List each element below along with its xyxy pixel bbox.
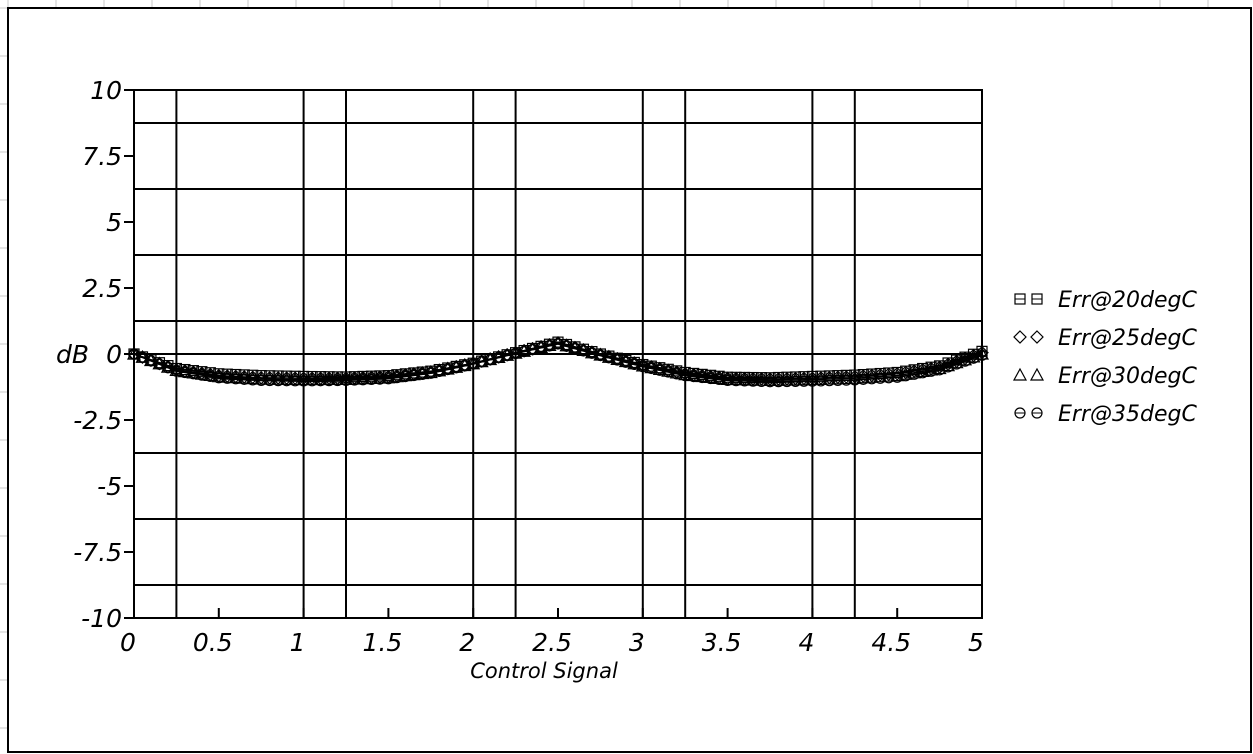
legend-item-err-30degc: Err@30degC	[1012, 364, 1197, 389]
series-err-30degc-marker	[847, 371, 862, 384]
series-err-30degc-marker	[754, 372, 769, 386]
x-tick-label: 4.5	[871, 628, 911, 657]
series-err-30degc-marker	[881, 368, 896, 382]
series-err-30degc-marker	[347, 371, 362, 385]
y-tick-label: 2.5	[82, 274, 122, 303]
series-layer	[126, 336, 990, 388]
series-err-30degc-marker	[330, 372, 345, 385]
series-err-30degc-marker	[974, 346, 990, 360]
outer-ruler-grid	[0, 0, 1209, 729]
series-err-30degc-marker	[822, 371, 837, 385]
legend-item-err-25degc-marker	[1013, 330, 1027, 344]
series-err-30degc-marker	[288, 372, 303, 386]
plot-grid	[134, 90, 982, 618]
series-err-30degc-marker	[864, 369, 879, 383]
legend-item-err-30degc-marker	[1012, 367, 1028, 381]
series-err-30degc-marker	[355, 371, 370, 385]
series-err-30degc-marker	[737, 372, 752, 386]
series-err-30degc-marker	[262, 371, 277, 385]
legend-item-err-35degc: Err@35degC	[1014, 402, 1197, 427]
series-err-30degc-marker	[313, 372, 328, 386]
series-err-30degc-marker	[762, 373, 778, 386]
series-err-30degc-marker	[245, 371, 260, 385]
y-tick-label: -2.5	[73, 406, 122, 435]
series-err-30degc-marker	[796, 372, 811, 386]
legend-item-err-30degc-marker	[1029, 367, 1045, 381]
legend-item-err-30degc-label: Err@30degC	[1058, 364, 1197, 389]
series-err-30degc-marker	[771, 372, 786, 386]
series-err-30degc-marker	[788, 372, 803, 386]
x-tick-label: 4	[798, 628, 814, 657]
x-tick-label: 3	[629, 628, 645, 657]
figure-frame	[7, 7, 1252, 753]
legend-item-err-35degc-label: Err@35degC	[1058, 402, 1197, 427]
y-tick-label: -7.5	[73, 538, 122, 567]
legend: Err@20degC Err@25degC Err@30degC Err@35degC	[1012, 288, 1197, 427]
legend-item-err-25degc: Err@25degC	[1013, 326, 1197, 351]
series-err-30degc-marker	[237, 370, 252, 384]
series-err-30degc-marker	[271, 372, 286, 385]
legend-item-err-25degc-label: Err@25degC	[1058, 326, 1197, 351]
y-tick-label: 0	[106, 340, 122, 369]
series-err-30degc-marker	[305, 372, 320, 386]
series-err-30degc-marker	[839, 371, 854, 385]
series-err-30degc-marker	[830, 371, 845, 385]
y-tick-label: -5	[97, 472, 122, 501]
series-err-30degc-marker	[364, 371, 379, 384]
x-tick-label: 1.5	[363, 628, 403, 657]
x-tick-label: 0.5	[193, 628, 233, 657]
plot-axes: 10 7.5 5 2.5 0 -2.5 -5 -7.5 -10 dB 0 0.5 1 1.5 2 2.5 3 3.…	[56, 76, 984, 683]
x-tick-label: 2	[459, 628, 475, 657]
series-err-30degc-marker	[873, 369, 888, 383]
series-err-30degc-marker	[322, 372, 337, 386]
series-err-30degc-marker	[813, 372, 828, 385]
series-err-30degc-marker	[296, 372, 311, 386]
y-tick-label: 5	[106, 208, 122, 237]
x-tick-label: 2.5	[532, 628, 572, 657]
series-err-35degc	[128, 338, 988, 388]
series-err-30degc-marker	[338, 372, 354, 385]
series-err-30degc-marker	[746, 372, 761, 386]
y-axis-label: dB	[56, 340, 89, 369]
y-tick-label: 10	[90, 76, 122, 105]
series-err-30degc-marker	[372, 370, 387, 384]
x-tick-label: 3.5	[702, 628, 742, 657]
series-err-30degc-marker	[779, 372, 794, 386]
series-err-30degc-marker	[279, 372, 294, 385]
series-err-30degc-marker	[254, 371, 269, 385]
legend-item-err-20degc-label: Err@20degC	[1058, 288, 1197, 313]
x-tick-label: 5	[968, 628, 984, 657]
series-err-30degc-marker	[729, 372, 744, 386]
x-axis-title: Control Signal	[470, 659, 618, 683]
x-tick-label: 0	[120, 628, 136, 657]
legend-item-err-25degc-marker	[1030, 330, 1044, 344]
legend-item-err-20degc: Err@20degC	[1014, 288, 1197, 313]
x-tick-label: 1	[290, 628, 306, 657]
series-err-30degc-marker	[856, 370, 871, 384]
y-tick-label: 7.5	[82, 142, 122, 171]
series-err-30degc-marker	[805, 372, 820, 386]
y-tick-label: -10	[81, 604, 122, 633]
